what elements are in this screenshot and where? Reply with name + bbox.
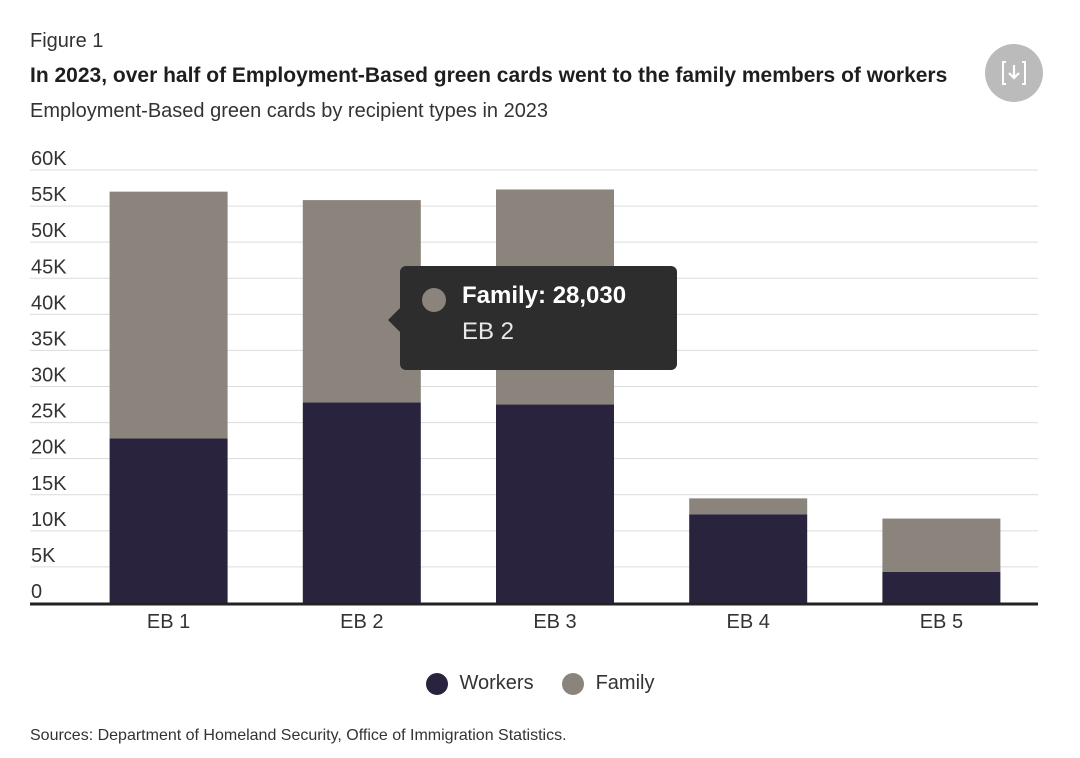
tooltip: Family: 28,030 EB 2 (388, 266, 677, 370)
y-tick-label: 60K (31, 148, 67, 170)
legend-swatch-workers (425, 672, 448, 695)
x-tick-label: EB 1 (147, 611, 190, 633)
tooltip-swatch (422, 288, 446, 312)
y-tick-label: 30K (31, 365, 67, 387)
legend-item-family[interactable]: Family (561, 672, 655, 695)
legend-swatch-family (561, 672, 584, 695)
y-tick-label: 50K (31, 220, 67, 242)
x-tick-label: EB 2 (340, 611, 383, 633)
y-tick-label: 20K (31, 437, 67, 459)
bar-chart: 0 5K 10K 15K 20K 25K 30K 35K 40K 45K 50K 55K 60K EB 1… (30, 148, 1038, 633)
legend-label-workers: Workers (459, 672, 534, 694)
bar-family-eb5 (882, 518, 1001, 572)
bar-workers-eb4 (689, 514, 808, 603)
legend-item-workers[interactable]: Workers (425, 672, 534, 695)
y-tick-label: 10K (31, 509, 67, 531)
bar-workers-eb1 (109, 438, 228, 603)
download-icon (1002, 61, 1026, 85)
chart-title: In 2023, over half of Employment-Based g… (30, 64, 948, 87)
chart-subtitle: Employment-Based green cards by recipien… (30, 100, 549, 122)
x-tick-label: EB 5 (920, 611, 963, 633)
download-button[interactable] (985, 44, 1043, 102)
bar-family-eb1 (109, 191, 228, 439)
bar-family-eb4 (689, 498, 808, 515)
figure-label: Figure 1 (30, 30, 104, 52)
bar-workers-eb3 (496, 404, 614, 603)
legend: Workers Family (0, 672, 1080, 695)
bar-workers-eb2 (302, 402, 421, 603)
y-tick-label: 5K (31, 545, 56, 567)
tooltip-category: EB 2 (462, 318, 515, 345)
tooltip-value: Family: 28,030 (462, 282, 627, 309)
y-tick-label: 45K (31, 256, 67, 278)
x-tick-label: EB 3 (533, 611, 576, 633)
legend-label-family: Family (595, 672, 655, 694)
y-tick-label: 0 (31, 581, 42, 603)
y-tick-label: 40K (31, 292, 67, 314)
y-tick-label: 25K (31, 401, 67, 423)
bar-workers-eb5 (882, 571, 1001, 603)
source-note: Sources: Department of Homeland Security… (30, 727, 567, 744)
y-tick-label: 55K (31, 184, 67, 206)
x-tick-label: EB 4 (727, 611, 770, 633)
y-tick-label: 15K (31, 473, 67, 495)
y-tick-label: 35K (31, 328, 67, 350)
